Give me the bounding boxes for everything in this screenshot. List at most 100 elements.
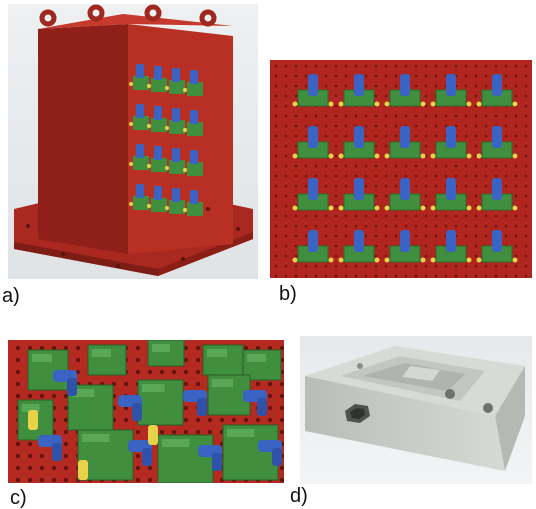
fixture-plate-front-illustration [270,60,532,278]
clamp-arm [354,178,364,200]
clamp-block [169,120,185,134]
clamp-arm [354,126,364,148]
clamp-block [187,82,203,96]
locating-pin [292,205,298,211]
clamp-arm [492,74,502,96]
locating-pin [374,257,380,263]
caption-a: a) [2,285,20,307]
locating-pin [384,101,390,107]
clamp-arm [190,70,198,84]
clamp-block [169,160,185,174]
panel-c-clamps-closeup [8,340,284,483]
clamp-block [151,118,167,132]
clamp-arm [154,66,162,80]
locating-pin [338,205,344,211]
locating-pin [374,101,380,107]
locating-pin [466,257,472,263]
locating-pin [183,88,187,92]
locating-pin [129,162,133,166]
clamp-arm [172,188,180,202]
clamp-arm [492,178,502,200]
locating-pin [328,101,334,107]
clamp-arm [172,68,180,82]
clamp-arm [190,150,198,164]
clamp-arm [400,178,410,200]
locating-pin [384,205,390,211]
locating-pin [328,153,334,159]
locating-pin [28,410,38,430]
clamp-arm [446,230,456,252]
clamp-arm [308,126,318,148]
locating-pin [147,124,151,128]
locating-pin [420,205,426,211]
clamp-block [187,202,203,216]
locating-pin [420,101,426,107]
locating-pin [476,205,482,211]
locating-pin [512,153,518,159]
locating-pin [328,257,334,263]
caption-d: d) [290,485,308,507]
locating-pin [129,82,133,86]
clamp-arm [154,186,162,200]
clamps-closeup-illustration [8,340,284,483]
locating-pin [328,205,334,211]
locating-pin [374,153,380,159]
clamp-arm [172,148,180,162]
locating-pin [148,425,158,445]
locating-pin [430,257,436,263]
locating-pin [147,84,151,88]
locating-pin [129,202,133,206]
clamp-arm [354,74,364,96]
clamp-arm [136,184,144,198]
clamp-arm [308,74,318,96]
clamp-arm [400,230,410,252]
locating-pin [476,257,482,263]
clamp-block [147,340,185,367]
locating-pin [430,205,436,211]
locating-pin [78,460,88,480]
clamp-arm [446,126,456,148]
locating-pin [466,205,472,211]
locating-pin [476,101,482,107]
clamp-arm [492,230,502,252]
locating-pin [292,101,298,107]
clamp-arm [400,126,410,148]
locating-pin [384,153,390,159]
panel-a-fixture-tower [8,4,258,279]
clamp-block [133,156,149,170]
locating-pin [165,126,169,130]
locating-pin [292,153,298,159]
locating-pin [466,153,472,159]
panel-d-workpiece [300,336,532,484]
clamp-block [151,78,167,92]
clamp-arm [446,74,456,96]
clamp-block [133,76,149,90]
locating-pin [338,257,344,263]
locating-pin [292,257,298,263]
locating-pin [183,168,187,172]
locating-pin [430,101,436,107]
locating-pin [384,257,390,263]
locating-pin [183,208,187,212]
clamp-arm [190,110,198,124]
locating-pin [338,153,344,159]
clamp-block [169,200,185,214]
clamp-arm [190,190,198,204]
locating-pin [147,164,151,168]
locating-pin [129,122,133,126]
clamp-arm [308,230,318,252]
locating-pin [338,101,344,107]
clamp-block [151,198,167,212]
clamp-arm [136,144,144,158]
clamp-arm [446,178,456,200]
clamp-arm [136,104,144,118]
caption-c: c) [10,487,27,509]
machined-workpiece-illustration [300,336,532,484]
locating-pin [165,206,169,210]
clamp-block [169,80,185,94]
locating-pin [165,86,169,90]
locating-pin [512,101,518,107]
locating-pin [183,128,187,132]
locating-pin [466,101,472,107]
clamp-arm [154,106,162,120]
